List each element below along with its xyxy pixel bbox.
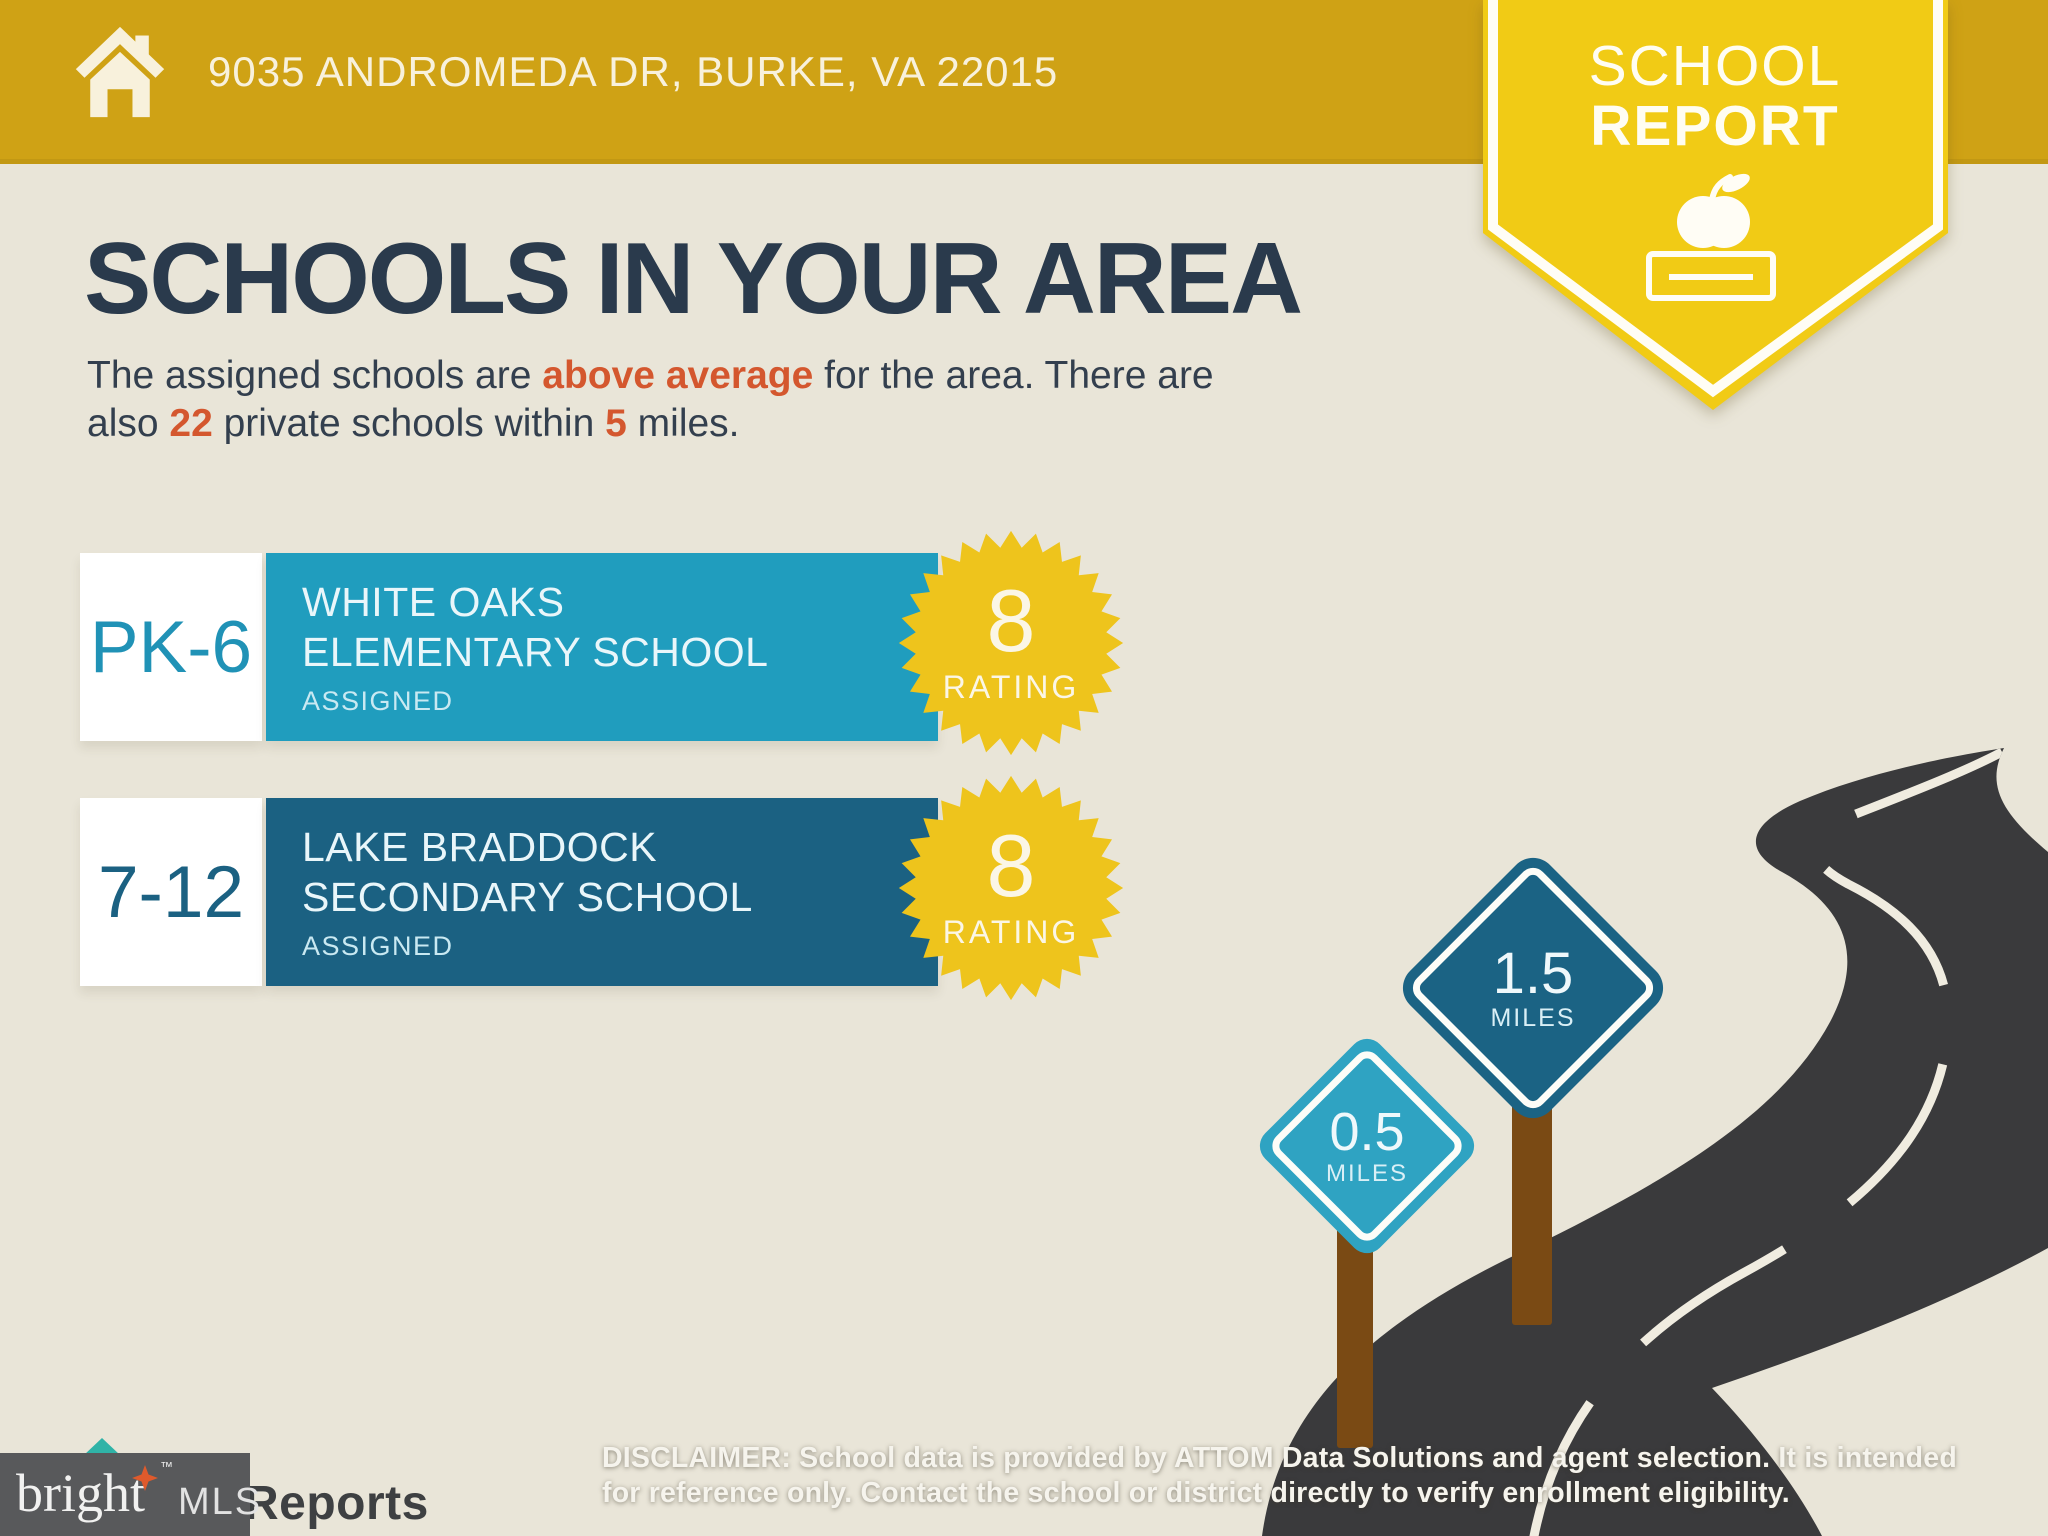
ribbon-word-report: REPORT	[1590, 94, 1840, 158]
rating-value: 8	[986, 815, 1036, 915]
distance-unit: MILES	[1325, 1160, 1409, 1187]
sign-post	[1512, 1090, 1552, 1325]
school-card-secondary: LAKE BRADDOCK SECONDARY SCHOOL ASSIGNED	[266, 798, 938, 986]
road-body	[1262, 748, 2048, 1536]
mls-wordmark: MLS	[178, 1481, 263, 1523]
grade-range-label: PK-6	[89, 606, 253, 688]
property-address: 9035 ANDROMEDA DR, BURKE, VA 22015	[208, 48, 1059, 95]
summary-text: The assigned schools are above average f…	[87, 352, 1214, 448]
summary-line2-pre: also	[87, 402, 170, 445]
school-report-ribbon	[1483, 0, 1948, 410]
road-center-line	[1525, 748, 2005, 1536]
rating-value: 8	[986, 570, 1036, 670]
summary-line2-mid: private schools within	[212, 402, 606, 445]
summary-line1-post: for the area. There are	[813, 354, 1214, 397]
summary-radius-miles: 5	[605, 402, 627, 445]
trademark-symbol: ™	[160, 1459, 173, 1474]
rating-badge-secondary: 8 RATING	[896, 773, 1126, 1003]
school-name-line2: ELEMENTARY SCHOOL	[302, 629, 769, 675]
disclaimer-line2: for reference only. Contact the school o…	[602, 1477, 1790, 1509]
distance-value: 1.5	[1492, 940, 1574, 1006]
grade-range-box-secondary: 7-12	[80, 798, 262, 986]
disclaimer-line1: School data is provided by ATTOM Data So…	[791, 1442, 1957, 1474]
school-name-line1: LAKE BRADDOCK	[302, 824, 658, 870]
rating-label: RATING	[942, 913, 1080, 950]
school-status-badge: ASSIGNED	[302, 686, 454, 716]
house-roof-icon	[84, 1438, 120, 1455]
school-status-badge: ASSIGNED	[302, 931, 454, 961]
reports-logo-text: Reports	[244, 1477, 429, 1530]
ribbon-title: SCHOOL REPORT	[1481, 0, 1949, 156]
bright-mls-logo: bright ™ MLS	[0, 1453, 260, 1536]
summary-highlight-above-average: above average	[542, 354, 814, 397]
rating-label: RATING	[942, 668, 1080, 705]
rating-badge-elementary: 8 RATING	[896, 528, 1126, 758]
distance-value: 0.5	[1329, 1102, 1405, 1162]
starburst-icon	[898, 775, 1124, 1001]
disclaimer-label: DISCLAIMER:	[602, 1442, 792, 1474]
grade-range-label: 7-12	[97, 851, 245, 933]
apple-on-book-icon	[1646, 173, 1776, 301]
page-title: SCHOOLS IN YOUR AREA	[84, 223, 1303, 335]
starburst-icon	[898, 530, 1124, 756]
distance-unit: MILES	[1490, 1003, 1576, 1032]
summary-private-school-count: 22	[169, 402, 213, 445]
school-name-line2: SECONDARY SCHOOL	[302, 874, 753, 920]
disclaimer: DISCLAIMER: School data is provided by A…	[602, 1441, 1957, 1511]
distance-sign-0-5-miles: 0.5 MILES	[1252, 1031, 1482, 1261]
ribbon-word-school: SCHOOL	[1588, 34, 1842, 98]
sparkle-icon	[132, 1465, 158, 1491]
grade-range-box-elementary: PK-6	[80, 553, 262, 741]
home-icon	[75, 26, 165, 118]
summary-pre: The assigned schools are	[87, 354, 543, 397]
school-name-line1: WHITE OAKS	[302, 579, 565, 625]
summary-line2-post: miles.	[626, 402, 740, 445]
bright-wordmark: bright	[16, 1463, 145, 1523]
school-card-elementary: WHITE OAKS ELEMENTARY SCHOOL ASSIGNED	[266, 553, 938, 741]
